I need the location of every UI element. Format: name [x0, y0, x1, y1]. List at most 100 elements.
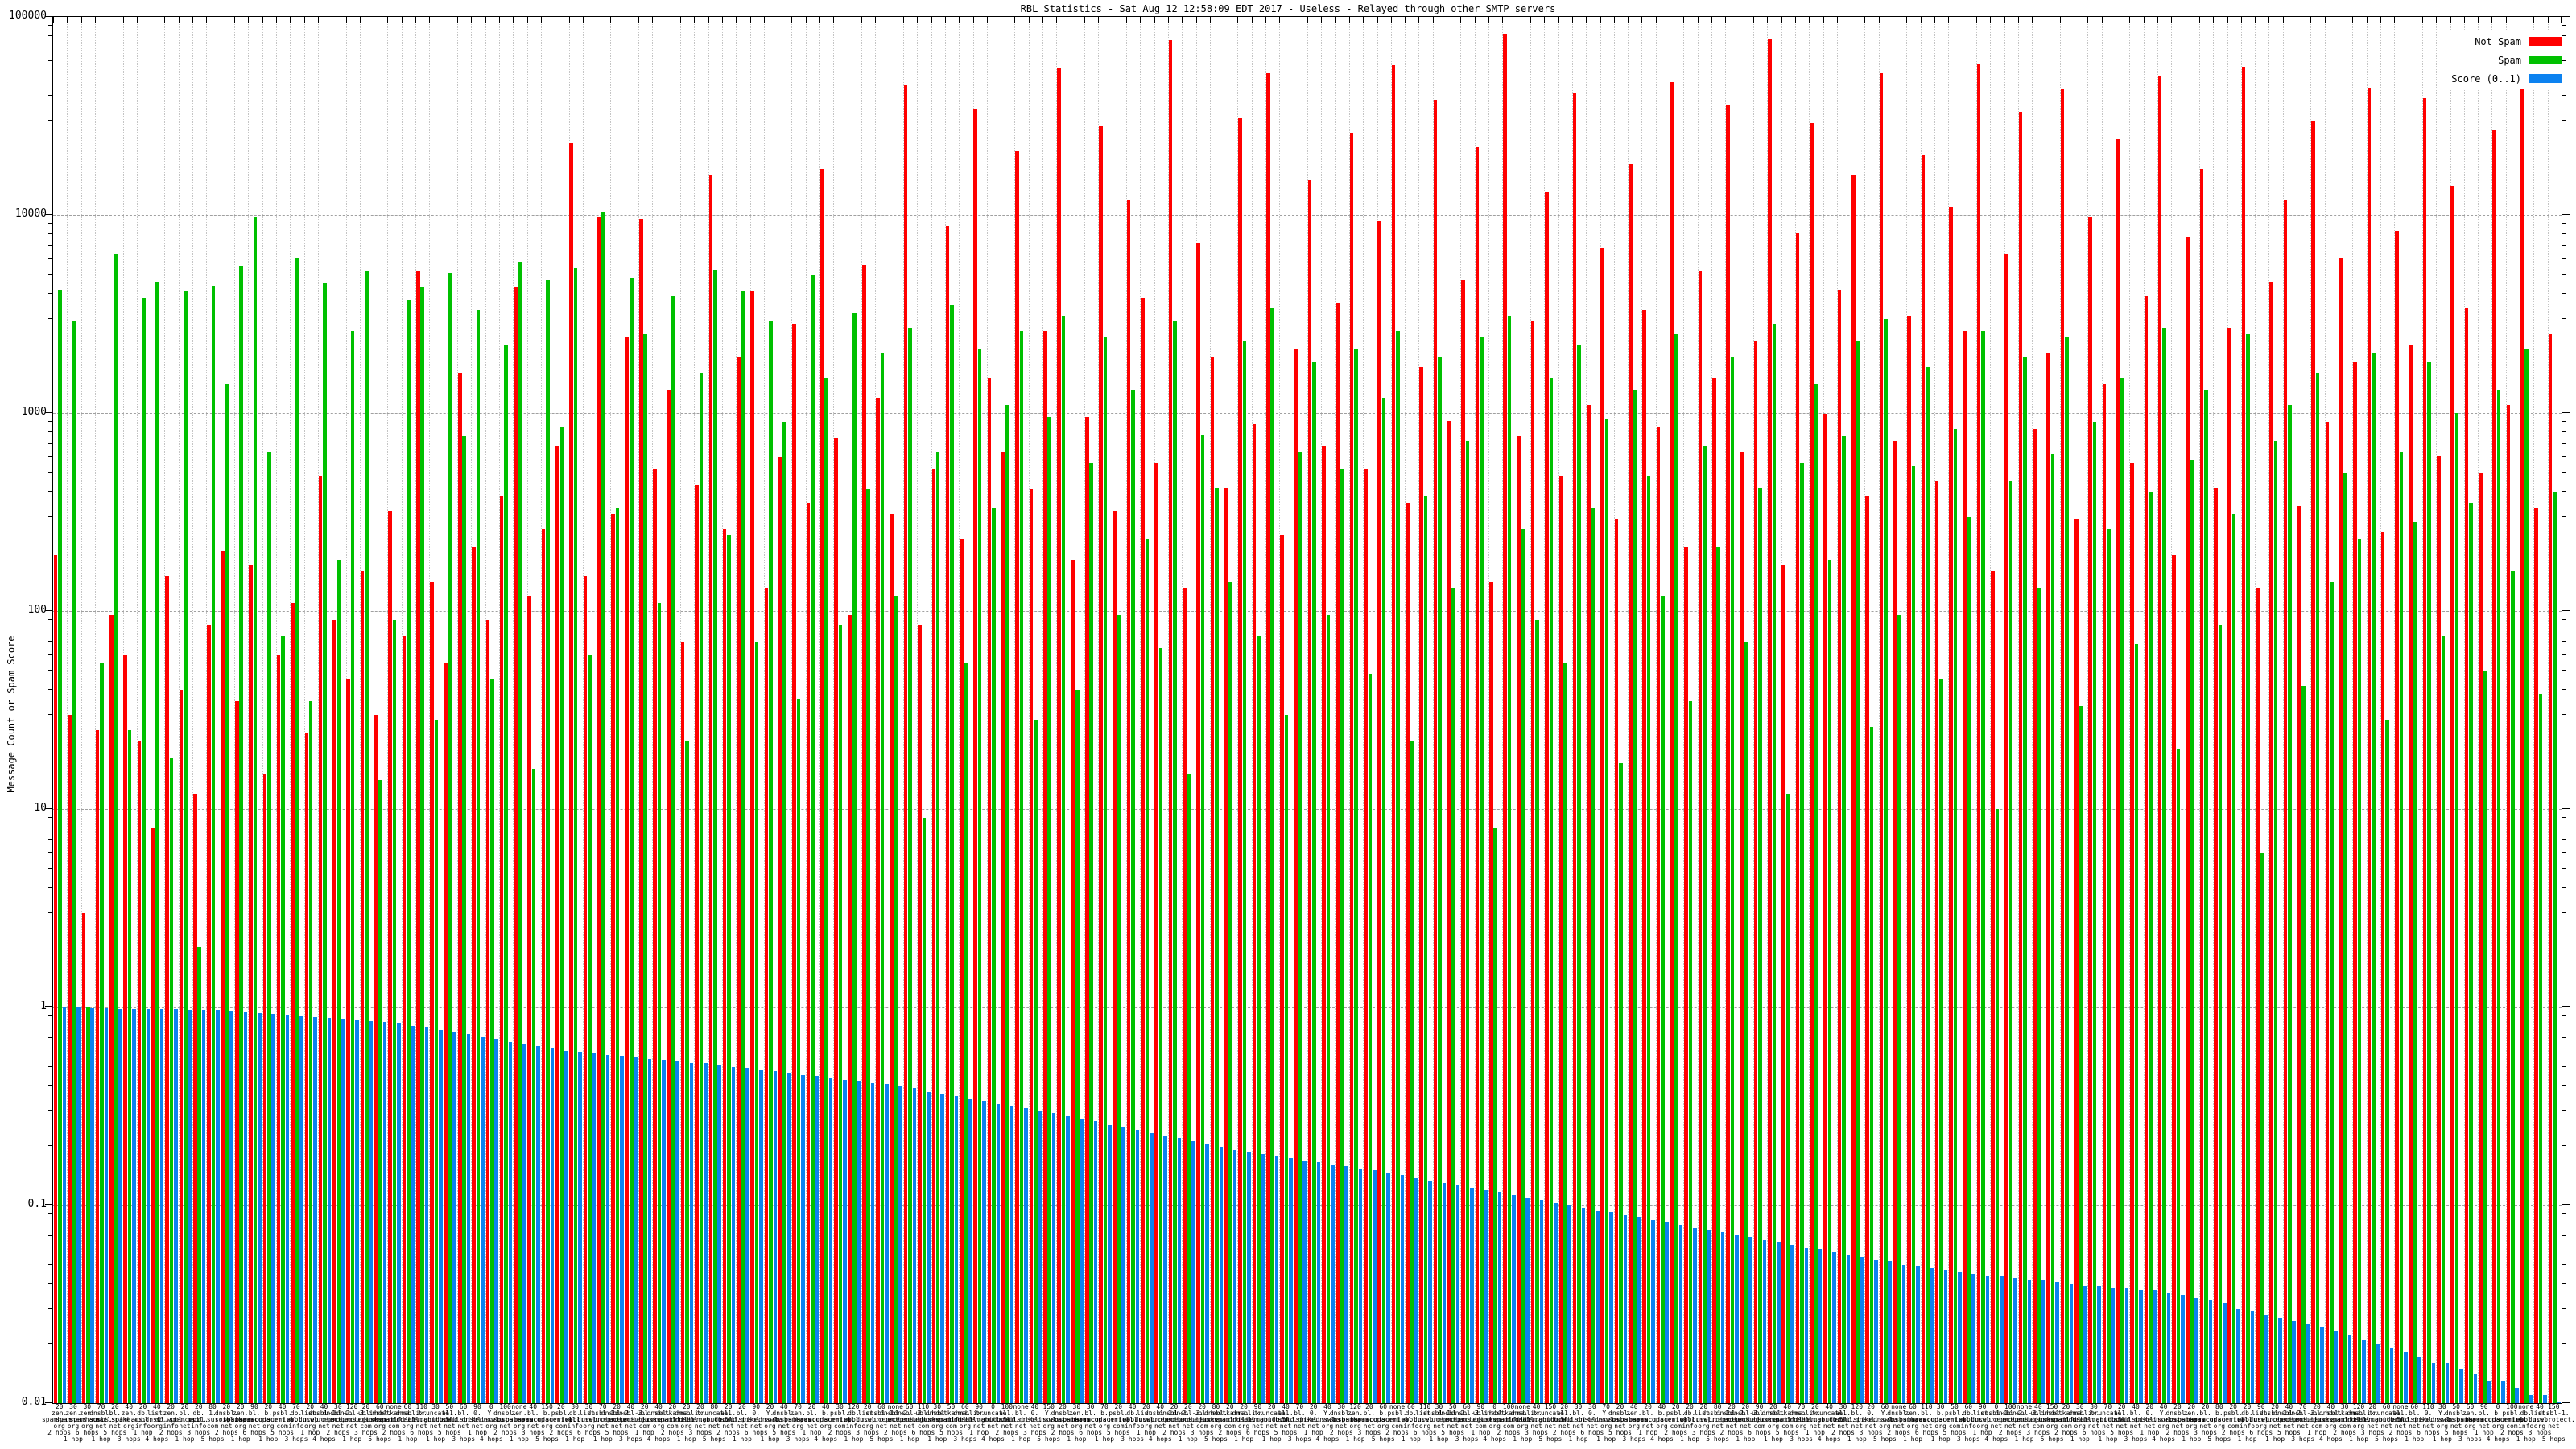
top-tick: [164, 17, 166, 23]
x-group-label: 20 all. s5h. net 2 hops: [716, 1403, 741, 1436]
bar-not-spam: [291, 602, 295, 1403]
x-gridline: [1544, 17, 1546, 1403]
top-tick: [2380, 17, 2381, 23]
bar-spam: [462, 436, 466, 1403]
y-minor-tick: [48, 886, 52, 888]
bar-spam: [1075, 689, 1080, 1403]
x-gridline: [2421, 17, 2423, 1403]
bar-spam: [615, 508, 620, 1403]
bar-spam: [1827, 560, 1832, 1403]
x-group-label: 20 0. old.dnsbl.sorbs. net 1 hop: [1282, 1403, 1345, 1436]
x-gridline: [1502, 17, 1504, 1403]
x-gridline: [1851, 17, 1852, 1403]
bar-score: [954, 1096, 959, 1403]
x-group-label: 20 zen. spamhaus. org 2 hops: [41, 1403, 77, 1436]
x-gridline: [1934, 17, 1935, 1403]
x-gridline: [67, 17, 68, 1403]
top-tick: [1432, 17, 1434, 23]
x-gridline: [1836, 17, 1838, 1403]
bar-score: [1205, 1144, 1209, 1403]
x-group-label: 70 dnsbl. sorbs. net 1 hop: [89, 1403, 114, 1443]
x-gridline: [345, 17, 347, 1403]
x-group-label: 120 bl. mailspike. net 1 hop: [1837, 1403, 1876, 1443]
x-group-label: 70 b. barracudacentral. org 1 hop: [1071, 1403, 1137, 1443]
bar-not-spam: [360, 570, 365, 1403]
y-minor-tick-right: [2562, 868, 2566, 869]
x-gridline: [1405, 17, 1406, 1403]
bar-score: [1289, 1158, 1293, 1403]
bar-score: [1678, 1225, 1683, 1403]
x-gridline: [2394, 17, 2396, 1403]
bar-spam: [2301, 685, 2306, 1403]
x-group-label: none dnsbl. sorbs. net 2 hops: [1887, 1403, 1911, 1436]
x-group-label: none psbl. surriel. com 2 hops: [1381, 1403, 1413, 1436]
x-gridline: [2198, 17, 2200, 1403]
y-minor-tick-right: [2562, 456, 2566, 457]
x-gridline: [2491, 17, 2493, 1403]
y-minor-tick: [48, 852, 52, 853]
bar-not-spam: [1614, 519, 1619, 1403]
top-tick: [638, 17, 640, 23]
bar-not-spam: [750, 291, 755, 1403]
bar-score: [382, 1022, 387, 1403]
x-gridline: [1975, 17, 1977, 1403]
top-tick: [1390, 17, 1392, 23]
x-group-label: 70 dnsbl. dronebl. org 3 hops: [1785, 1403, 1817, 1443]
x-gridline: [513, 17, 514, 1403]
x-group-label: 20 all. s5h. net 5 hops: [2110, 1403, 2134, 1436]
bar-not-spam: [848, 615, 852, 1403]
top-tick: [1906, 17, 1908, 23]
x-group-label: 20 bl. spamcop. net 3 hops: [1353, 1403, 1385, 1436]
bar-spam: [336, 560, 341, 1403]
bar-spam: [1228, 582, 1233, 1403]
bar-not-spam: [1294, 349, 1298, 1403]
y-minor-tick: [48, 421, 52, 423]
x-gridline: [1154, 17, 1155, 1403]
bar-not-spam: [583, 576, 588, 1403]
bar-spam: [1117, 615, 1121, 1403]
top-tick: [192, 17, 194, 23]
bar-score: [1386, 1173, 1390, 1403]
bar-spam: [1158, 648, 1163, 1403]
x-group-label: 30 hostkarma. junkemailfilter. com 2 hop…: [2314, 1403, 2376, 1436]
bar-not-spam: [68, 714, 72, 1403]
x-group-label: none db. wpbl. info 1 hop: [2516, 1403, 2536, 1443]
x-group-label: 70 zen. spamhaus. org 3 hops: [780, 1403, 815, 1443]
bar-spam: [2246, 334, 2250, 1403]
x-group-label: 20 zen. spamhaus. org 1 hop: [223, 1403, 258, 1443]
bar-not-spam: [2297, 506, 2301, 1403]
x-group-label: 40 b. barracudacentral. org 4 hops: [1629, 1403, 1695, 1443]
x-gridline: [2547, 17, 2549, 1403]
bar-score: [1539, 1199, 1544, 1403]
bar-spam: [1633, 390, 1637, 1403]
x-group-label: 70 bl. mailspike. net 3 hops: [1280, 1403, 1319, 1443]
bar-score: [243, 1012, 248, 1403]
y-minor-tick: [48, 1037, 52, 1038]
bar-not-spam: [2437, 455, 2441, 1403]
x-group-label: 20 truncate. gbudb. net 1 hop: [1254, 1403, 1290, 1443]
bar-not-spam: [318, 476, 323, 1403]
x-group-label: 100 hostkarma. junkemailfilter. com 2 ho…: [1477, 1403, 1540, 1436]
bar-score: [550, 1048, 555, 1403]
bar-spam: [295, 257, 299, 1403]
bar-spam: [142, 298, 146, 1403]
bar-spam: [1438, 357, 1442, 1403]
bar-not-spam: [2409, 345, 2413, 1403]
bar-score: [2417, 1357, 2421, 1403]
x-gridline: [1864, 17, 1866, 1403]
x-group-label: 20 hostkarma. junkemailfilter. com 2 hop…: [2034, 1403, 2097, 1436]
y-minor-tick: [48, 654, 52, 655]
x-group-label: 20 db. wpbl. info 1 hop: [133, 1403, 153, 1436]
bar-score: [2557, 1402, 2561, 1403]
bar-not-spam: [2033, 428, 2037, 1403]
x-group-label: 70 db. wpbl. info 3 hops: [284, 1403, 308, 1443]
x-group-label: 20 dnsbl. dronebl. org 1 hop: [671, 1403, 702, 1443]
bar-score: [146, 1009, 151, 1403]
x-group-label: 120 dnsbl. dronebl. org 1 hop: [2343, 1403, 2375, 1443]
top-tick: [1809, 17, 1810, 23]
y-minor-tick: [48, 641, 52, 642]
bar-not-spam: [541, 528, 546, 1403]
y-tick-label: 0.01: [21, 1396, 47, 1408]
x-gridline: [1530, 17, 1531, 1403]
bar-score: [912, 1088, 917, 1403]
